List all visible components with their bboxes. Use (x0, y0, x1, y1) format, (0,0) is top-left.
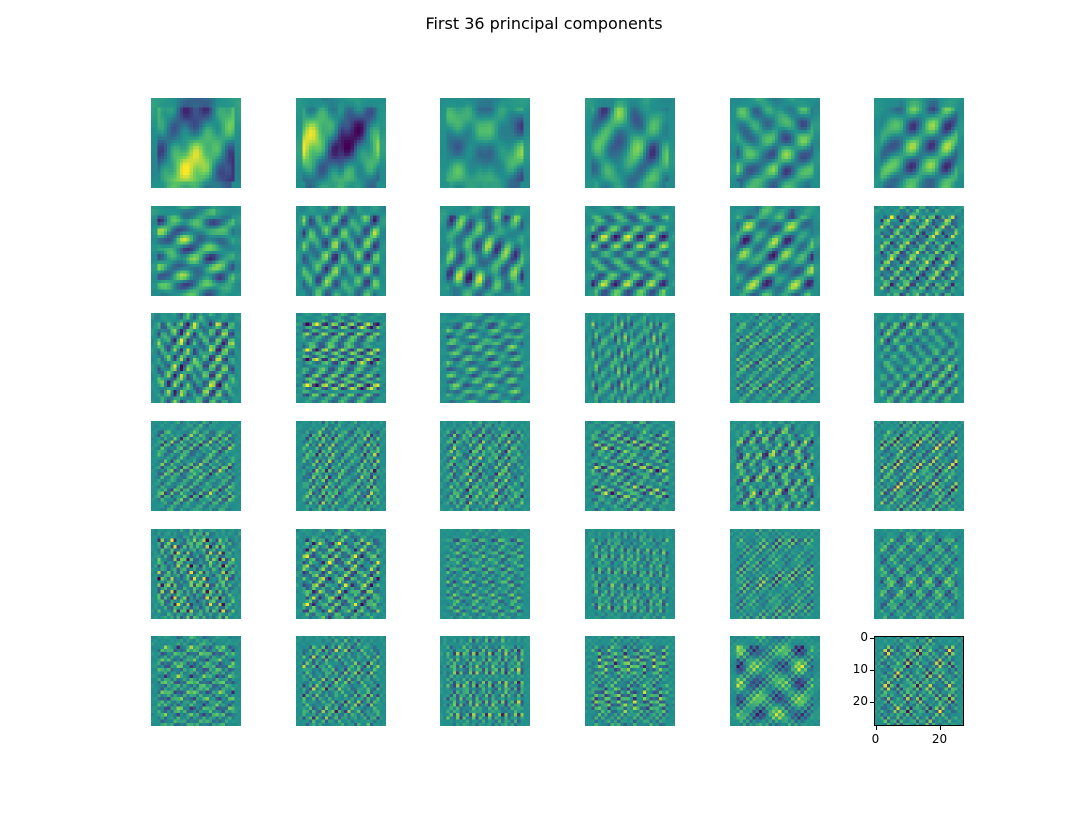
component-heatmap (585, 636, 675, 726)
component-image-29 (730, 529, 820, 619)
component-heatmap (296, 636, 386, 726)
component-heatmap (296, 529, 386, 619)
component-heatmap (585, 421, 675, 511)
component-heatmap (296, 206, 386, 296)
y-tick-label: 20 (853, 694, 868, 708)
component-image-36 (874, 636, 964, 726)
component-image-14 (296, 313, 386, 403)
component-image-26 (296, 529, 386, 619)
component-image-4 (585, 98, 675, 188)
component-image-10 (585, 206, 675, 296)
x-tick-mark (939, 726, 941, 730)
component-heatmap (151, 421, 241, 511)
component-image-22 (585, 421, 675, 511)
component-image-20 (296, 421, 386, 511)
component-image-12 (874, 206, 964, 296)
component-image-8 (296, 206, 386, 296)
y-tick-mark (870, 669, 874, 671)
component-image-16 (585, 313, 675, 403)
component-heatmap (151, 313, 241, 403)
component-heatmap (296, 98, 386, 188)
y-tick-label: 0 (860, 630, 868, 644)
component-image-7 (151, 206, 241, 296)
component-heatmap (296, 421, 386, 511)
component-image-13 (151, 313, 241, 403)
component-heatmap (874, 206, 964, 296)
component-image-23 (730, 421, 820, 511)
component-image-2 (296, 98, 386, 188)
component-heatmap (440, 206, 530, 296)
component-image-9 (440, 206, 530, 296)
component-image-33 (440, 636, 530, 726)
component-heatmap (730, 636, 820, 726)
component-image-18 (874, 313, 964, 403)
component-heatmap (585, 529, 675, 619)
component-heatmap (874, 421, 964, 511)
component-image-1 (151, 98, 241, 188)
component-image-6 (874, 98, 964, 188)
component-image-27 (440, 529, 530, 619)
component-image-21 (440, 421, 530, 511)
component-heatmap (151, 206, 241, 296)
component-heatmap (151, 529, 241, 619)
component-image-34 (585, 636, 675, 726)
y-tick-mark (870, 701, 874, 703)
component-heatmap (440, 313, 530, 403)
component-image-5 (730, 98, 820, 188)
component-heatmap (440, 529, 530, 619)
component-image-32 (296, 636, 386, 726)
component-image-25 (151, 529, 241, 619)
component-heatmap (151, 636, 241, 726)
component-heatmap (440, 98, 530, 188)
component-image-31 (151, 636, 241, 726)
component-heatmap (151, 98, 241, 188)
component-heatmap (730, 529, 820, 619)
component-heatmap (730, 206, 820, 296)
component-heatmap (440, 421, 530, 511)
figure-title: First 36 principal components (0, 14, 1088, 33)
component-heatmap (585, 98, 675, 188)
component-heatmap (296, 313, 386, 403)
y-tick-label: 10 (853, 662, 868, 676)
component-heatmap (730, 421, 820, 511)
component-image-30 (874, 529, 964, 619)
component-heatmap (874, 98, 964, 188)
component-heatmap (730, 98, 820, 188)
component-heatmap (585, 206, 675, 296)
component-heatmap (730, 313, 820, 403)
component-heatmap (874, 313, 964, 403)
component-image-3 (440, 98, 530, 188)
y-tick-mark (870, 637, 874, 639)
x-tick-label: 0 (872, 732, 880, 746)
component-image-11 (730, 206, 820, 296)
component-heatmap (874, 529, 964, 619)
component-image-28 (585, 529, 675, 619)
component-heatmap (874, 636, 964, 726)
component-image-15 (440, 313, 530, 403)
component-image-35 (730, 636, 820, 726)
component-image-24 (874, 421, 964, 511)
component-heatmap (440, 636, 530, 726)
component-heatmap (585, 313, 675, 403)
x-tick-label: 20 (932, 732, 947, 746)
component-image-17 (730, 313, 820, 403)
x-tick-mark (875, 726, 877, 730)
component-image-19 (151, 421, 241, 511)
